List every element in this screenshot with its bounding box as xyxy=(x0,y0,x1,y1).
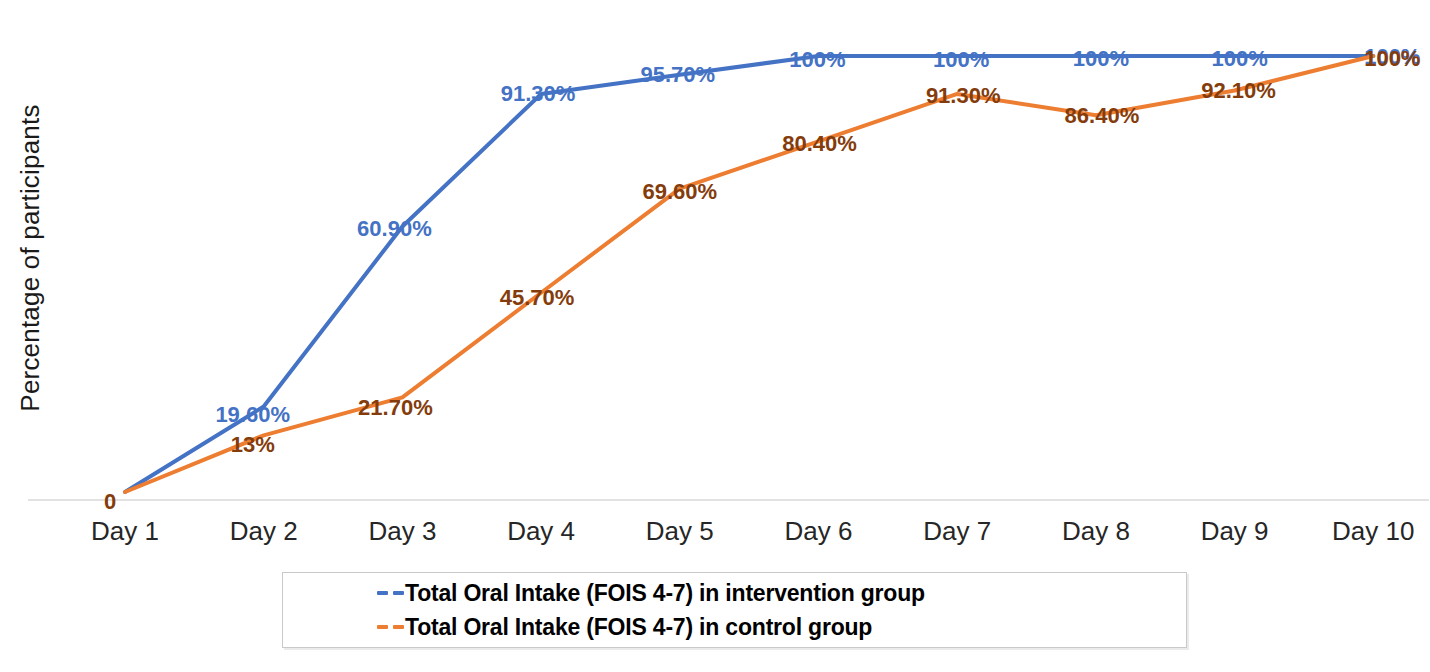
x-axis-label-day-7: Day 7 xyxy=(923,516,991,546)
data-label-control-3: 21.70% xyxy=(358,395,433,420)
data-label-intervention-7: 100% xyxy=(933,47,989,72)
legend-marker-intervention-icon xyxy=(377,591,404,595)
x-axis-label-day-6: Day 6 xyxy=(785,516,853,546)
data-label-control-1: 0 xyxy=(104,489,116,514)
data-label-intervention-2: 19.60% xyxy=(215,402,290,427)
x-axis-label-day-2: Day 2 xyxy=(230,516,298,546)
legend-item-intervention: Total Oral Intake (FOIS 4-7) in interven… xyxy=(377,580,1186,606)
x-axis-label-day-3: Day 3 xyxy=(368,516,436,546)
legend-item-control: Total Oral Intake (FOIS 4-7) in control … xyxy=(377,614,1186,640)
data-label-intervention-3: 60.90% xyxy=(357,216,432,241)
x-axis-label-day-8: Day 8 xyxy=(1062,516,1130,546)
legend: Total Oral Intake (FOIS 4-7) in interven… xyxy=(282,572,1187,648)
series-line-intervention xyxy=(125,56,1373,492)
x-axis-label-day-1: Day 1 xyxy=(91,516,159,546)
data-label-intervention-9: 100% xyxy=(1211,46,1267,71)
legend-label-intervention: Total Oral Intake (FOIS 4-7) in interven… xyxy=(405,580,925,606)
x-axis-label-day-5: Day 5 xyxy=(646,516,714,546)
series-line-control xyxy=(125,56,1373,492)
data-label-control-4: 45.70% xyxy=(500,285,575,310)
legend-label-control: Total Oral Intake (FOIS 4-7) in control … xyxy=(405,614,872,640)
x-axis-label-day-4: Day 4 xyxy=(507,516,575,546)
legend-marker-control-icon xyxy=(377,625,404,629)
data-label-control-5: 69.60% xyxy=(642,179,717,204)
chart-container: Percentage of participants Day 1Day 2Day… xyxy=(0,0,1430,672)
x-axis-label-day-10: Day 10 xyxy=(1332,516,1414,546)
data-label-intervention-6: 100% xyxy=(789,47,845,72)
data-label-control-10: 100% xyxy=(1364,46,1420,71)
data-label-intervention-8: 100% xyxy=(1073,46,1129,71)
x-axis-label-day-9: Day 9 xyxy=(1201,516,1269,546)
data-label-control-6: 80.40% xyxy=(782,131,857,156)
data-label-control-2: 13% xyxy=(231,432,275,457)
data-label-control-8: 86.40% xyxy=(1065,103,1140,128)
data-label-control-9: 92.10% xyxy=(1201,78,1276,103)
data-label-intervention-4: 91.30% xyxy=(501,81,576,106)
data-label-control-7: 91.30% xyxy=(926,83,1001,108)
data-label-intervention-5: 95.70% xyxy=(640,62,715,87)
